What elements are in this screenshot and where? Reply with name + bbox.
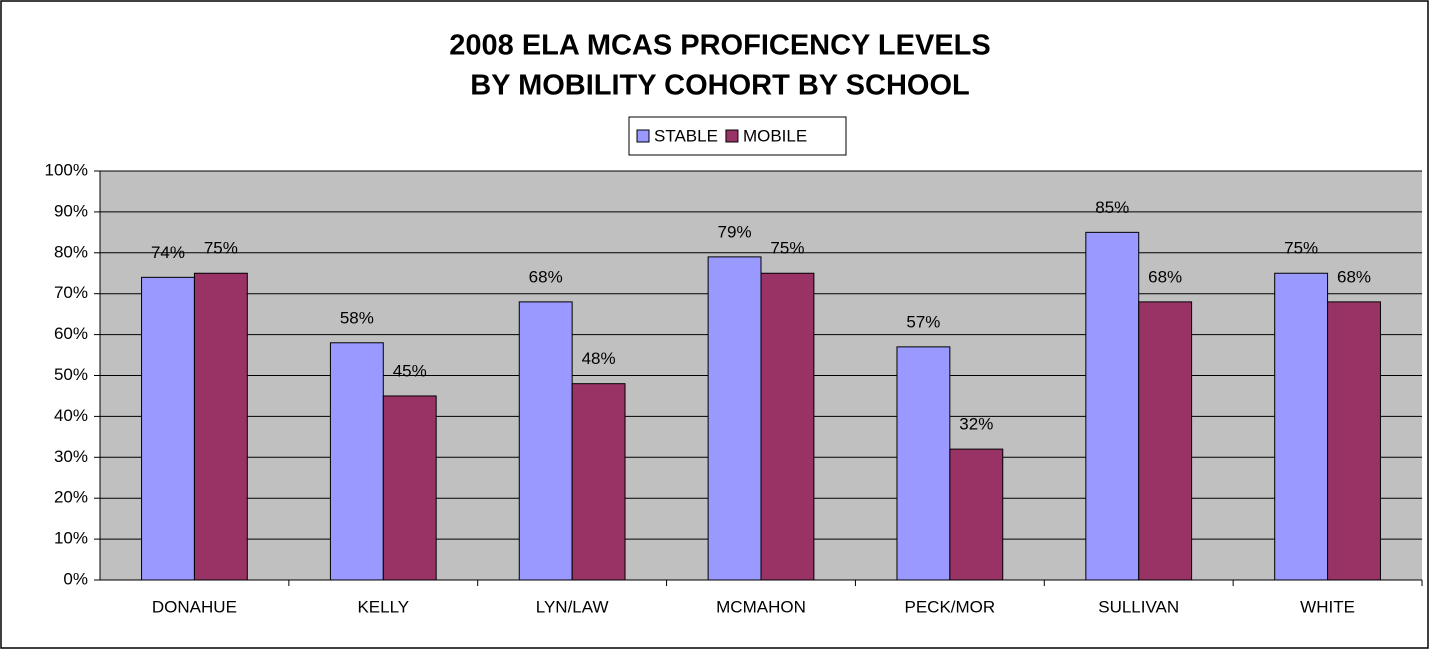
y-tick-label: 100% [45, 160, 88, 179]
bar [707, 256, 762, 581]
x-tick-label: LYN/LAW [536, 597, 609, 616]
x-tick-label: PECK/MOR [905, 597, 996, 616]
legend-swatch [636, 129, 650, 143]
bar [1085, 231, 1140, 581]
bar [518, 301, 573, 581]
y-tick-label: 10% [54, 529, 88, 548]
value-label: 45% [393, 361, 427, 380]
bar [329, 342, 384, 581]
bar [1274, 272, 1329, 581]
y-tick-label: 40% [54, 406, 88, 425]
value-label: 57% [906, 312, 940, 331]
x-tick-label: SULLIVAN [1098, 597, 1179, 616]
y-tick-label: 50% [54, 365, 88, 384]
legend-label: STABLE [654, 126, 718, 145]
value-label: 32% [959, 415, 993, 434]
bar [193, 272, 248, 581]
bar [896, 346, 951, 581]
value-label: 58% [340, 308, 374, 327]
y-tick-label: 60% [54, 324, 88, 343]
value-label: 48% [582, 349, 616, 368]
y-tick-label: 0% [63, 569, 88, 588]
x-tick-label: DONAHUE [152, 597, 237, 616]
y-tick-label: 20% [54, 488, 88, 507]
value-label: 75% [204, 239, 238, 258]
x-tick-label: MCMAHON [716, 597, 806, 616]
y-tick-label: 90% [54, 201, 88, 220]
value-label: 75% [770, 239, 804, 258]
bar [1138, 301, 1193, 581]
y-tick-label: 70% [54, 283, 88, 302]
bar [1327, 301, 1381, 581]
x-tick-label: KELLY [357, 597, 409, 616]
bar [571, 383, 626, 581]
y-tick-label: 30% [54, 447, 88, 466]
value-label: 75% [1284, 239, 1318, 258]
value-label: 85% [1095, 198, 1129, 217]
chart-title: 2008 ELA MCAS PROFICENCY LEVELS [449, 30, 990, 62]
bar [760, 272, 815, 581]
value-label: 68% [1337, 267, 1371, 286]
value-label: 74% [151, 243, 185, 262]
value-label: 79% [718, 222, 752, 241]
legend-label: MOBILE [743, 126, 807, 145]
value-label: 68% [1148, 267, 1182, 286]
bar [141, 276, 195, 581]
value-label: 68% [529, 267, 563, 286]
bar [949, 448, 1004, 581]
bar [382, 395, 437, 581]
legend-swatch [725, 129, 739, 143]
chart-title: BY MOBILITY COHORT BY SCHOOL [470, 70, 970, 102]
x-tick-label: WHITE [1300, 597, 1355, 616]
y-tick-label: 80% [54, 242, 88, 261]
